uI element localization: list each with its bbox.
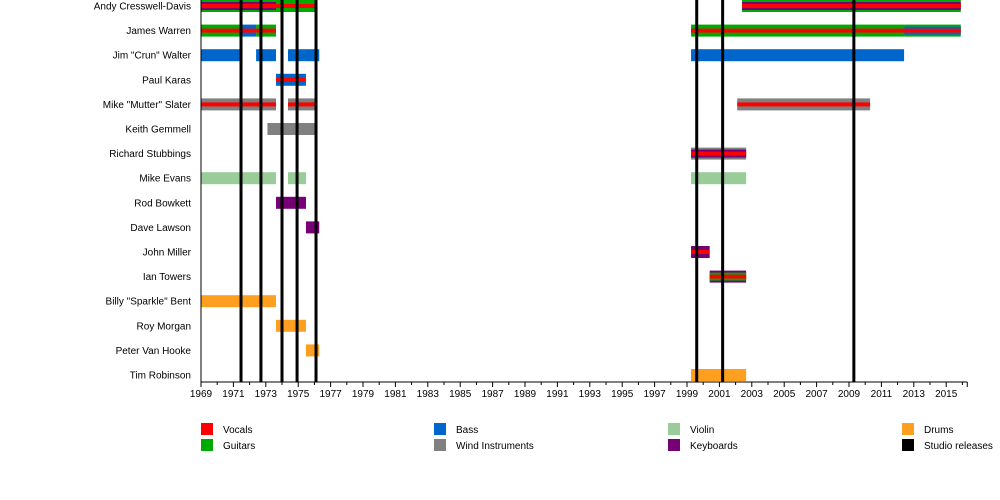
stripe-vocals bbox=[691, 151, 747, 156]
legend-swatch-bass bbox=[434, 423, 446, 435]
member-label: Paul Karas bbox=[142, 75, 191, 86]
member-label: Dave Lawson bbox=[130, 223, 191, 234]
bar-wind bbox=[267, 123, 317, 135]
member-label: Jim "Crun" Walter bbox=[113, 51, 192, 62]
x-tick-label: 1971 bbox=[222, 389, 245, 400]
legend-label-drums: Drums bbox=[924, 425, 953, 436]
x-tick-label: 1987 bbox=[481, 389, 504, 400]
x-tick-label: 1975 bbox=[287, 389, 310, 400]
member-label: Ian Towers bbox=[143, 272, 191, 283]
stripe-vocals bbox=[201, 102, 277, 107]
x-tick-label: 1997 bbox=[643, 389, 666, 400]
x-tick-label: 1981 bbox=[384, 389, 407, 400]
bar-violin bbox=[691, 172, 747, 185]
x-tick-label: 1999 bbox=[676, 389, 699, 400]
bar-bass bbox=[691, 49, 905, 62]
legend-swatch-keyboards bbox=[668, 439, 680, 451]
stripe-vocals bbox=[737, 102, 871, 107]
member-label: Keith Gemmell bbox=[125, 125, 191, 136]
x-tick-label: 1995 bbox=[611, 389, 634, 400]
member-label: John Miller bbox=[143, 248, 192, 259]
stripe-vocals bbox=[691, 250, 710, 254]
bar-drums bbox=[691, 369, 747, 381]
legend-swatch-violin bbox=[668, 423, 680, 435]
bar-bass bbox=[256, 49, 277, 62]
stripe-vocals bbox=[742, 4, 961, 8]
bar-drums bbox=[201, 295, 277, 308]
member-label: Richard Stubbings bbox=[109, 149, 191, 160]
x-tick-label: 2013 bbox=[903, 389, 926, 400]
stripe-vocals bbox=[276, 77, 306, 82]
x-tick-label: 1969 bbox=[190, 389, 213, 400]
x-tick-label: 1991 bbox=[546, 389, 569, 400]
x-tick-label: 1993 bbox=[579, 389, 602, 400]
stripe-vocals bbox=[256, 28, 277, 33]
member-label: Roy Morgan bbox=[137, 321, 191, 332]
x-tick-label: 1973 bbox=[255, 389, 278, 400]
legend-swatch-drums bbox=[902, 423, 914, 435]
stripe-vocals bbox=[201, 28, 242, 33]
member-label: Tim Robinson bbox=[130, 371, 191, 382]
member-label: Peter Van Hooke bbox=[116, 346, 192, 357]
member-label: James Warren bbox=[126, 26, 191, 37]
x-tick-label: 2009 bbox=[838, 389, 861, 400]
x-tick-label: 2003 bbox=[741, 389, 764, 400]
legend-label-guitars: Guitars bbox=[223, 441, 255, 452]
legend-swatch-studio bbox=[902, 439, 914, 451]
legend-label-violin: Violin bbox=[690, 425, 714, 436]
member-label: Mike "Mutter" Slater bbox=[103, 100, 192, 111]
member-label: Billy "Sparkle" Bent bbox=[106, 297, 192, 308]
stripe-vocals bbox=[287, 102, 317, 107]
stripe-vocals bbox=[904, 28, 961, 33]
member-label: Andy Cresswell-Davis bbox=[94, 2, 191, 13]
x-tick-label: 1977 bbox=[319, 389, 342, 400]
legend-swatch-vocals bbox=[201, 423, 213, 435]
x-tick-label: 1989 bbox=[514, 389, 537, 400]
x-tick-label: 2015 bbox=[935, 389, 958, 400]
x-tick-label: 2007 bbox=[805, 389, 828, 400]
stripe-vocals bbox=[691, 28, 905, 33]
bar-violin bbox=[201, 172, 277, 185]
x-tick-label: 2001 bbox=[708, 389, 731, 400]
stripe-vocals bbox=[709, 274, 747, 279]
bar-bass bbox=[201, 49, 242, 62]
x-tick-label: 2011 bbox=[871, 389, 893, 400]
x-tick-label: 1983 bbox=[417, 389, 440, 400]
legend-label-vocals: Vocals bbox=[223, 425, 252, 436]
legend-label-keyboards: Keyboards bbox=[690, 441, 738, 452]
legend-swatch-guitars bbox=[201, 439, 213, 451]
legend-swatch-wind bbox=[434, 439, 446, 451]
stripe-vocals bbox=[201, 4, 277, 8]
member-label: Rod Bowkett bbox=[134, 198, 191, 209]
x-tick-label: 2005 bbox=[773, 389, 796, 400]
x-tick-label: 1985 bbox=[449, 389, 472, 400]
stripe-vocals bbox=[241, 28, 257, 33]
legend-label-wind: Wind Instruments bbox=[456, 441, 534, 452]
legend-label-studio: Studio releases bbox=[924, 441, 993, 452]
legend-label-bass: Bass bbox=[456, 425, 478, 436]
x-tick-label: 1979 bbox=[352, 389, 375, 400]
member-label: Mike Evans bbox=[139, 174, 191, 185]
